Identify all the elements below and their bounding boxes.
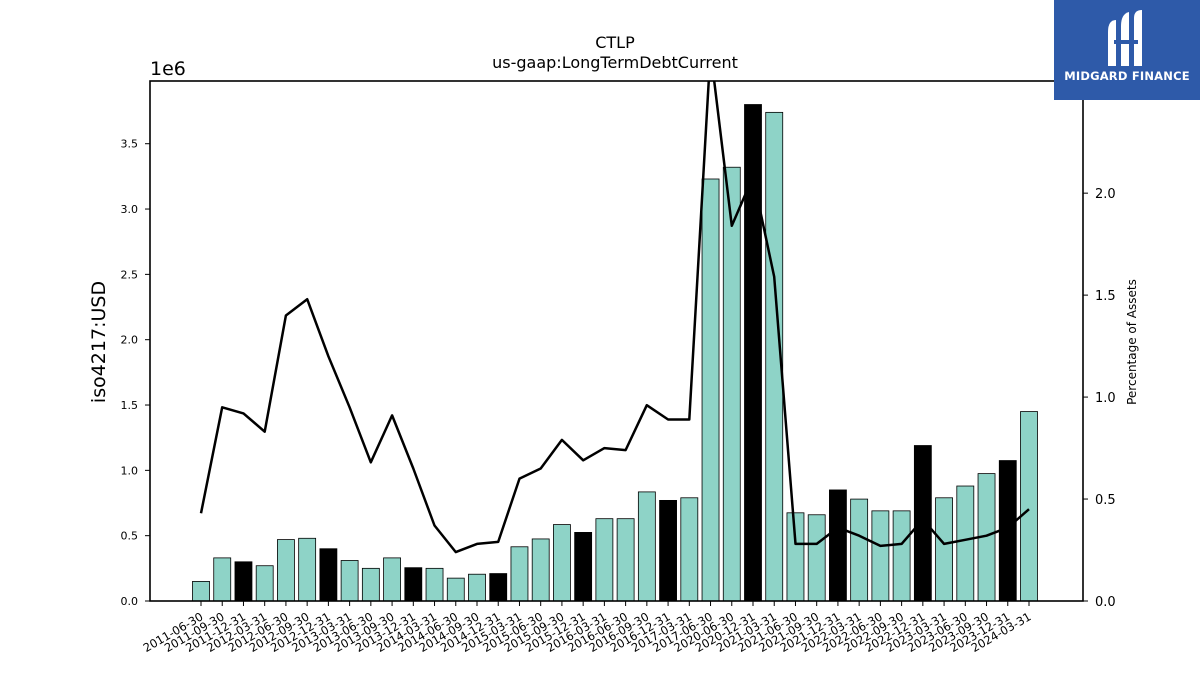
bar: [319, 548, 338, 602]
bar-group: [192, 104, 1038, 602]
bar: [213, 557, 232, 602]
bar: [574, 532, 593, 602]
bar: [1020, 411, 1038, 602]
plot-frame: [149, 80, 1084, 602]
y2-tick-label: 1.5: [1095, 289, 1116, 304]
bar: [850, 498, 869, 602]
bar: [340, 560, 359, 602]
y-tick-label: 2.0: [121, 334, 139, 347]
y2-tick-label: 2.0: [1095, 187, 1116, 202]
bar: [956, 485, 975, 602]
bar: [553, 524, 571, 602]
bar: [361, 567, 380, 602]
bar: [680, 497, 699, 602]
bar: [616, 518, 635, 602]
logo-text: MIDGARD FINANCE: [1064, 69, 1190, 83]
y-tick-label: 1.0: [121, 464, 139, 477]
bar: [234, 561, 253, 602]
bar: [489, 573, 508, 602]
bar: [637, 491, 656, 602]
y2-axis-label: Percentage of Assets: [1125, 279, 1139, 405]
y-tick-label: 2.5: [121, 268, 139, 281]
percentage-line: [199, 81, 1030, 554]
bar: [935, 497, 953, 602]
bar: [468, 573, 486, 602]
y2-tick-label: 0.5: [1095, 493, 1116, 508]
bar: [892, 510, 911, 602]
bar: [446, 577, 465, 602]
bar: [807, 514, 826, 602]
bar: [425, 567, 444, 602]
bar: [192, 581, 210, 602]
bar: [277, 539, 295, 602]
bar: [383, 557, 401, 602]
bar: [786, 512, 805, 602]
y-tick-label: 3.0: [121, 203, 139, 216]
line-layer: [199, 81, 1030, 554]
bar: [510, 546, 529, 602]
y-axis-label: iso4217:USD: [88, 281, 110, 403]
logo-mark-icon: [1108, 10, 1142, 66]
y-tick-label: 1.5: [121, 399, 139, 412]
bar: [298, 537, 317, 602]
y2-tick-label: 1.0: [1095, 391, 1116, 406]
y-offset-label: 1e6: [150, 58, 186, 80]
y2-tick-label: 0.0: [1095, 595, 1116, 610]
y-tick-label: 0.0: [121, 595, 139, 608]
bar: [255, 565, 274, 602]
chart-title: CTLP: [595, 33, 635, 52]
bar: [531, 538, 550, 602]
bar: [722, 166, 741, 602]
brand-logo: MIDGARD FINANCE: [1054, 0, 1200, 100]
bar: [404, 567, 423, 602]
bar: [595, 518, 614, 602]
bar: [701, 178, 720, 602]
y-tick-label: 3.5: [121, 138, 139, 151]
y-tick-label: 0.5: [121, 530, 139, 543]
bar: [913, 445, 932, 602]
axes: 0.00.51.01.52.02.53.03.50.00.51.01.52.02…: [121, 80, 1116, 655]
bar: [829, 489, 847, 602]
bar: [871, 510, 890, 602]
chart-subtitle: us-gaap:LongTermDebtCurrent: [492, 53, 738, 72]
bar: [659, 499, 677, 602]
